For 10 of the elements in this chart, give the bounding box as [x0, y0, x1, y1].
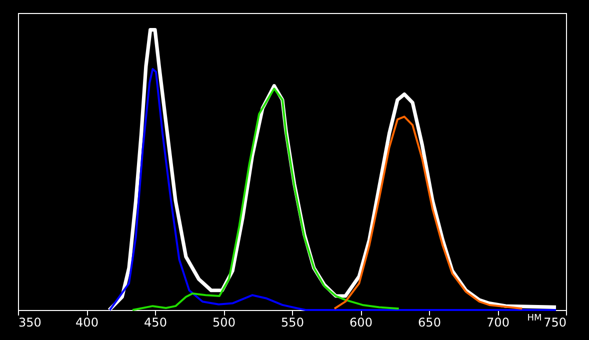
x-axis-title: HM [527, 314, 542, 324]
x-tick-label: 350 [18, 316, 42, 330]
x-tick-label: 750 [544, 316, 566, 330]
x-tick-label: 650 [418, 316, 441, 330]
x-tick-label: 500 [212, 316, 236, 330]
x-tick-label: 450 [144, 316, 167, 330]
x-tick-label: 550 [281, 316, 304, 330]
x-tick-label: 400 [76, 316, 98, 330]
x-tick-label: 700 [486, 316, 510, 330]
x-tick-label: 600 [350, 316, 372, 330]
